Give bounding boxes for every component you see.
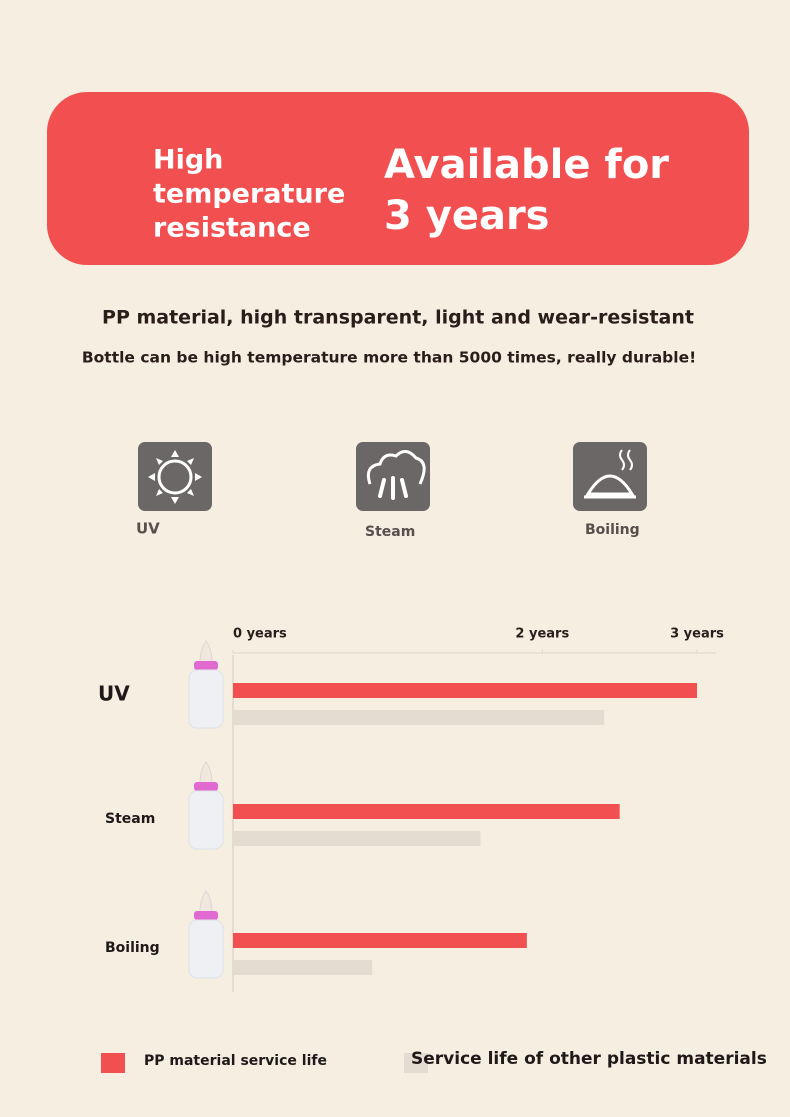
legend-swatch	[101, 1053, 125, 1073]
icon-uv	[138, 442, 212, 511]
icon-shape	[378, 476, 408, 500]
bottle-collar	[194, 782, 218, 791]
banner	[47, 92, 749, 265]
bottle-nipple	[199, 761, 213, 785]
category-label: UV	[98, 682, 130, 706]
headline: PP material, high transparent, light and…	[102, 307, 694, 329]
legend-label: PP material service life	[144, 1053, 327, 1069]
bottle	[188, 640, 224, 729]
banner-left-line: High	[153, 145, 223, 176]
banner-right: Available for 3 years	[384, 142, 669, 239]
bar	[233, 831, 481, 846]
banner-left-line: resistance	[153, 213, 311, 244]
icon-steam	[356, 442, 430, 511]
icon-shape	[157, 459, 193, 495]
bar	[233, 804, 620, 819]
icon-boiling	[573, 442, 647, 511]
bottle-nipple	[199, 890, 213, 914]
x-tick-label: 3 years	[670, 627, 724, 642]
bar	[233, 960, 373, 975]
bottle	[188, 761, 224, 850]
bottle-body	[188, 919, 224, 979]
bar	[233, 683, 697, 698]
icon-rays	[148, 450, 202, 504]
icon-label: Steam	[365, 524, 415, 540]
banner-left: High temperature resistance	[153, 145, 345, 244]
bottle	[188, 890, 224, 979]
bottle-collar	[194, 911, 218, 920]
banner-left-line: temperature	[153, 179, 345, 210]
icon-shape	[366, 450, 426, 485]
bottle-body	[188, 790, 224, 850]
icon-box	[138, 442, 212, 511]
banner-right-line: 3 years	[384, 193, 550, 239]
category-label: Boiling	[105, 940, 160, 956]
banner-right-line: Available for	[384, 142, 669, 188]
legend-label: Service life of other plastic materials	[411, 1049, 767, 1069]
bottle-body	[188, 669, 224, 729]
legend-swatch	[404, 1053, 428, 1073]
icon-label: Boiling	[585, 522, 640, 538]
icon-label: UV	[136, 520, 160, 538]
bar	[233, 710, 605, 725]
bottle-nipple	[199, 640, 213, 664]
icon-shape	[584, 474, 636, 499]
bar	[233, 933, 527, 948]
x-tick-label: 0 years	[233, 627, 287, 642]
x-tick-label: 2 years	[515, 627, 569, 642]
subheadline: Bottle can be high temperature more than…	[82, 349, 696, 367]
icon-shape	[619, 449, 633, 471]
bottle-collar	[194, 661, 218, 670]
category-label: Steam	[105, 811, 155, 827]
